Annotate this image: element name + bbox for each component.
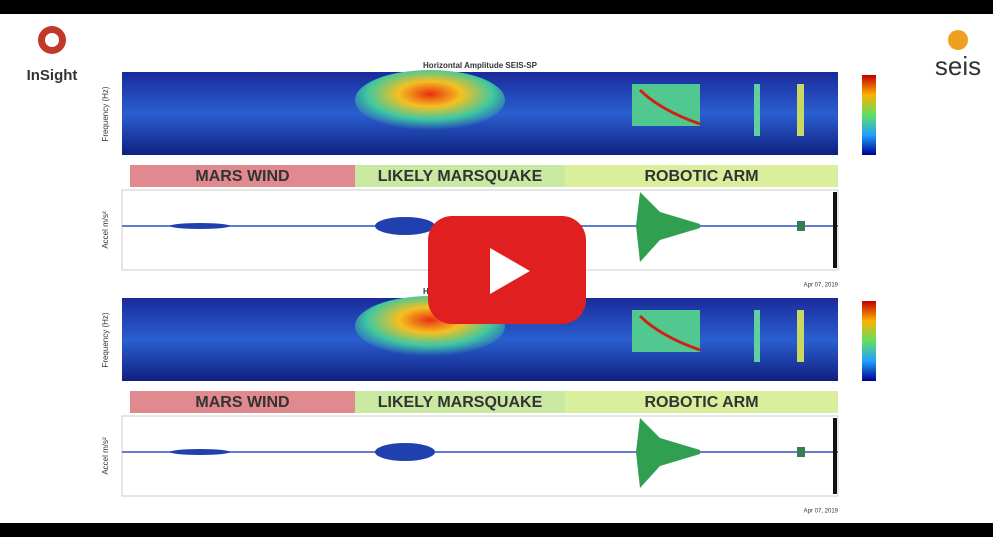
spectrogram-event [754,84,760,136]
letterbox-top [0,0,993,14]
waveform-burst [797,447,805,457]
axis-label: Accel m/s² [101,437,110,475]
logo-text: seis [935,51,981,81]
video-thumbnail: InSight seis Horizontal Amplitude SEIS-S… [0,0,993,537]
spectrogram-event [797,310,804,362]
waveform-burst [170,449,230,455]
axis-label: Accel m/s² [101,211,110,249]
axis-label: Frequency (Hz) [101,312,110,367]
date-label: Apr 07, 2019 [804,509,839,515]
event-label: ROBOTIC ARM [644,394,758,411]
logo-text: InSight [27,67,78,84]
event-label: LIKELY MARSQUAKE [378,394,543,411]
spectrogram-event [797,84,804,136]
axis-label: Frequency (Hz) [101,86,110,141]
event-label: MARS WIND [195,168,289,185]
spectrogram-event [754,310,760,362]
waveform-end [833,192,837,268]
panel-title: Horizontal Amplitude SEIS-SP [423,61,538,70]
event-label: LIKELY MARSQUAKE [378,168,543,185]
waveform-burst [375,217,435,235]
letterbox-bottom [0,523,993,537]
waveform-burst [797,221,805,231]
waveform-end [833,418,837,494]
event-label: ROBOTIC ARM [644,168,758,185]
waveform-burst [375,443,435,461]
colorbar [862,301,876,381]
colorbar [862,75,876,155]
spectrogram-event [355,70,505,130]
date-label: Apr 07, 2019 [804,283,839,289]
play-button[interactable] [428,216,586,324]
event-label: MARS WIND [195,394,289,411]
waveform-burst [170,223,230,229]
